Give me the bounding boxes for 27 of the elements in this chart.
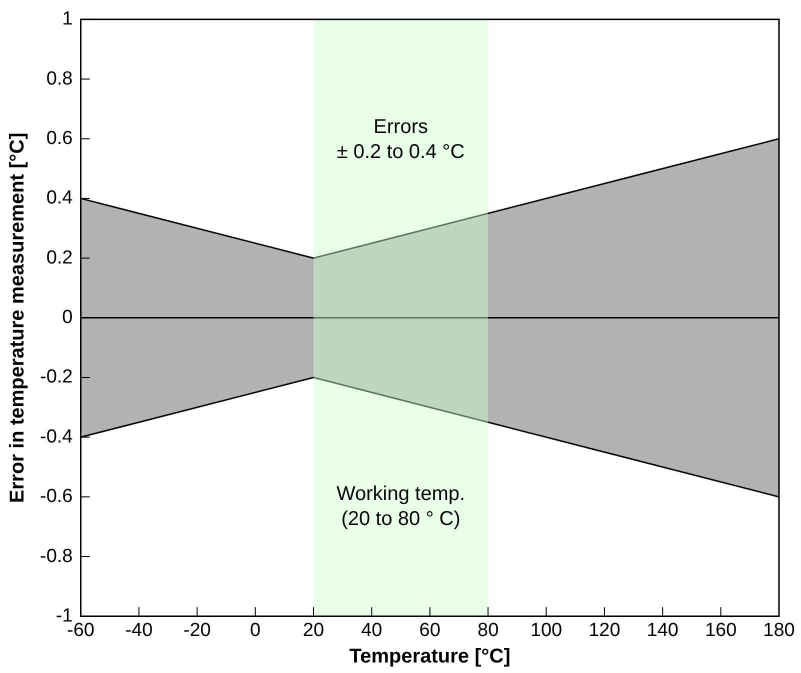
x-tick-label: -40 [125,620,153,641]
y-tick-label: 0.6 [46,128,73,149]
x-tick-label: 0 [250,620,261,641]
x-tick-label: 40 [361,620,382,641]
x-tick-label: -20 [183,620,211,641]
x-tick-label: 60 [419,620,440,641]
x-tick-label: 180 [763,620,795,641]
x-tick-label: 80 [477,620,499,641]
y-tick-label: -0.2 [40,366,73,388]
y-tick-label: -1 [56,605,73,626]
y-tick-label: -0.6 [40,486,73,508]
x-tick-label: 20 [302,620,324,641]
x-tick-label: 160 [704,620,737,641]
y-tick-label: -0.4 [40,426,74,448]
y-tick-label: 1 [62,8,73,30]
band-label: Working temp. (20 to 80 ° C) [336,482,466,530]
y-tick-label: 0.2 [46,247,73,268]
x-tick-label: 140 [646,620,678,641]
y-tick-label: 0.8 [46,68,73,90]
y-tick-label: -0.8 [40,546,73,567]
y-tick-label: 0.4 [46,188,74,209]
x-axis-title: Temperature [°C] [349,646,510,668]
y-tick-label: 0 [62,307,73,328]
x-tick-label: 100 [530,620,562,641]
y-axis-title: Error in temperature measurement [°C] [6,132,29,503]
annotation: Errors ± 0.2 to 0.4 °C [336,116,465,163]
x-tick-label: 120 [588,620,620,641]
